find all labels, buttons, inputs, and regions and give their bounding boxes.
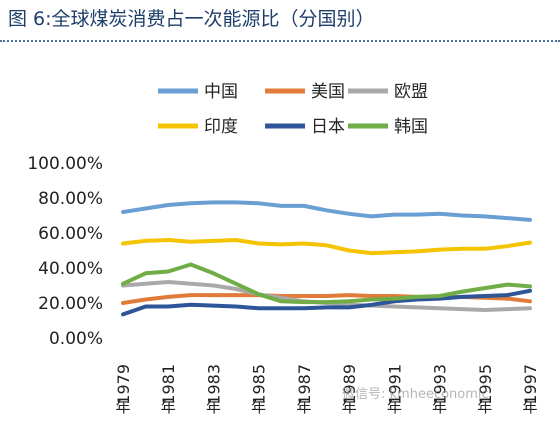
legend-label: 印度 bbox=[204, 117, 238, 137]
x-tick-label: 1993 bbox=[431, 364, 450, 405]
chart-title: 图 6:全球煤炭消费占一次能源比（分国别） bbox=[8, 8, 375, 30]
y-tick-label: 0.00% bbox=[49, 329, 103, 349]
legend-label: 欧盟 bbox=[394, 82, 428, 102]
x-tick: 1985 bbox=[250, 364, 269, 405]
legend-label: 韩国 bbox=[394, 117, 428, 137]
x-tick-suffix: 年 bbox=[342, 398, 357, 416]
legend-label: 中国 bbox=[204, 82, 238, 102]
y-tick-label: 60.00% bbox=[38, 224, 103, 244]
y-tick-label: 40.00% bbox=[38, 259, 103, 279]
y-tick-label: 80.00% bbox=[38, 189, 103, 209]
x-tick-label: 1983 bbox=[204, 364, 223, 405]
y-tick-label: 100.00% bbox=[27, 154, 103, 174]
x-tick-suffix: 年 bbox=[115, 398, 130, 416]
series-line bbox=[121, 200, 532, 222]
x-tick-suffix: 年 bbox=[477, 398, 492, 416]
x-tick-suffix: 年 bbox=[251, 398, 266, 416]
watermark: 微信号: kmheeconomic bbox=[342, 387, 489, 402]
x-tick-suffix: 年 bbox=[432, 398, 447, 416]
series-line bbox=[121, 288, 532, 317]
x-tick-label: 1979 bbox=[114, 364, 133, 405]
x-tick-label: 1985 bbox=[250, 364, 269, 405]
x-tick: 1997 bbox=[521, 364, 540, 405]
x-tick-label: 1995 bbox=[476, 364, 495, 405]
series-line bbox=[121, 238, 532, 256]
x-tick: 1989 bbox=[340, 364, 359, 405]
x-tick: 1995 bbox=[476, 364, 495, 405]
x-tick: 1983 bbox=[204, 364, 223, 405]
x-tick: 1981 bbox=[159, 364, 178, 405]
x-tick-suffix: 年 bbox=[296, 398, 311, 416]
title-divider bbox=[0, 40, 560, 42]
x-tick-label: 1989 bbox=[340, 364, 359, 405]
x-tick-suffix: 年 bbox=[522, 398, 537, 416]
x-tick-suffix: 年 bbox=[206, 398, 221, 416]
x-tick: 1987 bbox=[295, 364, 314, 405]
y-tick-label: 20.00% bbox=[38, 294, 103, 314]
legend-label: 日本 bbox=[311, 117, 345, 137]
x-tick-label: 1991 bbox=[385, 364, 404, 405]
x-tick-label: 1987 bbox=[295, 364, 314, 405]
legend-label: 美国 bbox=[311, 82, 345, 102]
x-tick-suffix: 年 bbox=[161, 398, 176, 416]
x-tick: 1993 bbox=[431, 364, 450, 405]
series-line bbox=[121, 262, 532, 305]
x-tick: 1979 bbox=[114, 364, 133, 405]
x-tick-label: 1981 bbox=[159, 364, 178, 405]
x-tick-label: 1997 bbox=[521, 364, 540, 405]
x-tick: 1991 bbox=[385, 364, 404, 405]
x-tick-suffix: 年 bbox=[387, 398, 402, 416]
